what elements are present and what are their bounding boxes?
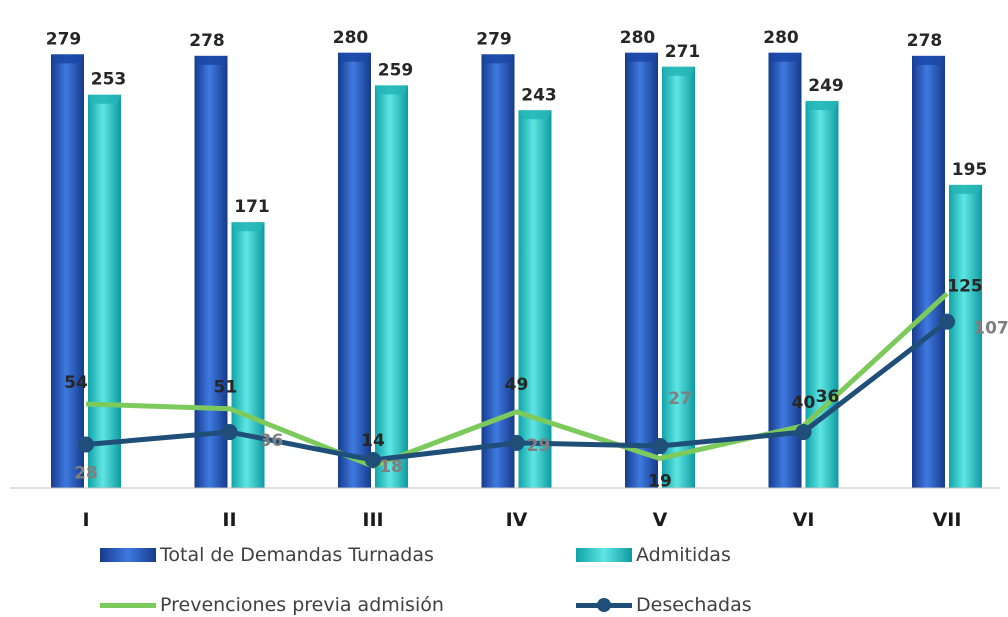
legend-label-desechadas: Desechadas: [636, 594, 752, 616]
legend-swatch-desechadas: [576, 598, 632, 612]
bar-admitidas-VII: [949, 184, 982, 489]
label-admitidas-VI: 249: [808, 76, 844, 96]
bar-cap-total-VII: [912, 55, 945, 65]
bar-cap-admitidas-III: [375, 85, 408, 95]
bar-cap-admitidas-I: [88, 94, 121, 104]
bar-cap-admitidas-VII: [949, 184, 982, 194]
legend-label-total: Total de Demandas Turnadas: [160, 544, 434, 566]
label-total-I: 279: [46, 29, 82, 49]
bar-cap-admitidas-IV: [518, 110, 552, 120]
bar-cap-total-IV: [481, 54, 515, 64]
legend-swatch-total: [100, 548, 156, 562]
bar-cap-admitidas-II: [231, 222, 265, 232]
label-total-VII: 278: [907, 31, 943, 51]
label-admitidas-VII: 195: [952, 160, 988, 180]
x-tick-VI: VI: [793, 509, 815, 530]
bar-cap-admitidas-V: [662, 66, 695, 76]
bar-total-III: [338, 52, 371, 488]
label-total-IV: 279: [476, 29, 512, 49]
label-admitidas-I: 253: [91, 70, 127, 90]
bar-cap-total-III: [338, 52, 371, 62]
label-desechadas-V: 27: [668, 389, 692, 409]
legend-item-admitidas[interactable]: Admitidas: [576, 544, 731, 566]
x-tick-VII: VII: [933, 509, 962, 530]
label-admitidas-V: 271: [665, 42, 701, 62]
label-desechadas-VII: 107: [973, 319, 1008, 339]
label-desechadas-II: 36: [260, 431, 284, 451]
label-total-V: 280: [620, 28, 656, 48]
bar-admitidas-IV: [518, 110, 552, 488]
bar-cap-total-I: [51, 54, 84, 64]
label-admitidas-III: 259: [378, 60, 414, 80]
point-desechadas-V: [652, 438, 668, 455]
label-prevenciones-VII: 125: [947, 277, 983, 297]
x-tick-V: V: [653, 509, 668, 530]
label-admitidas-II: 171: [234, 197, 270, 217]
label-total-III: 280: [333, 28, 369, 48]
x-tick-II: II: [222, 509, 236, 530]
legend-item-prevenciones[interactable]: Prevenciones previa admisión: [100, 594, 444, 616]
label-desechadas-I: 28: [74, 463, 98, 483]
label-desechadas-IV: 29: [527, 436, 551, 456]
label-total-II: 278: [189, 31, 225, 51]
label-prevenciones-IV: 49: [505, 375, 529, 395]
bar-admitidas-II: [231, 222, 265, 488]
label-prevenciones-VI: 40: [792, 393, 816, 413]
point-desechadas-II: [221, 424, 238, 441]
bar-cap-total-VI: [768, 52, 802, 62]
label-total-VI: 280: [763, 28, 799, 48]
bar-total-I: [51, 54, 84, 488]
lines-layer: [78, 291, 955, 469]
point-desechadas-VI: [795, 424, 812, 441]
bar-cap-admitidas-VI: [805, 100, 839, 110]
legend-label-prevenciones: Prevenciones previa admisión: [160, 594, 444, 616]
label-prevenciones-II: 51: [214, 378, 238, 398]
bar-admitidas-V: [662, 66, 695, 488]
bar-cap-total-II: [194, 55, 228, 65]
legend-item-desechadas[interactable]: Desechadas: [576, 594, 752, 616]
label-desechadas-III: 18: [379, 457, 403, 477]
bar-total-II: [194, 55, 228, 488]
chart: 279 253 278 171 280 259 279 243 280 271 280 249 278 1…: [10, 28, 1008, 530]
bar-admitidas-III: [375, 85, 408, 488]
point-desechadas-IV: [508, 434, 525, 451]
point-desechadas-VII: [939, 313, 955, 330]
label-desechadas-VI: 36: [816, 387, 840, 407]
bars-layer: [51, 52, 982, 489]
legend-item-total[interactable]: Total de Demandas Turnadas: [100, 544, 434, 566]
point-desechadas-I: [78, 436, 94, 453]
bar-total-VII: [912, 55, 945, 488]
bar-admitidas-I: [88, 94, 121, 488]
bar-cap-total-V: [625, 52, 658, 62]
labels-layer: 279 253 278 171 280 259 279 243 280 271 280 249 278 1…: [46, 28, 1008, 492]
bar-total-VI: [768, 52, 802, 488]
x-tick-labels: I II III IV V VI VII: [82, 509, 961, 530]
legend: Total de Demandas Turnadas Admitidas Pre…: [0, 530, 1008, 617]
legend-label-admitidas: Admitidas: [636, 544, 731, 566]
x-tick-III: III: [362, 509, 383, 530]
x-tick-IV: IV: [506, 509, 528, 530]
label-prevenciones-III: 14: [361, 431, 385, 451]
x-tick-I: I: [82, 509, 89, 530]
point-desechadas-III: [365, 452, 381, 469]
legend-swatch-admitidas: [576, 548, 632, 562]
legend-swatch-prevenciones: [100, 598, 156, 612]
label-admitidas-IV: 243: [521, 85, 557, 105]
bar-total-V: [625, 52, 658, 488]
label-prevenciones-V: 19: [648, 471, 672, 491]
label-prevenciones-I: 54: [64, 373, 88, 393]
